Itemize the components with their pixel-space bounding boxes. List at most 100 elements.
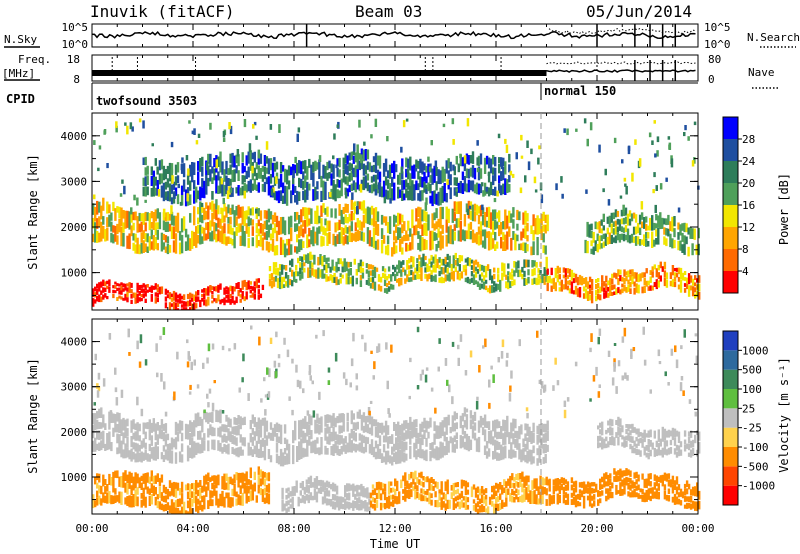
nave-line [546,61,696,65]
scatter-cell [172,181,176,190]
scatter-cell [170,169,174,178]
scatter-cell [251,436,254,446]
scatter-cell [177,183,180,189]
scatter-cell [403,452,406,463]
scatter-cell [521,471,524,482]
scatter-band [546,468,701,512]
scatter-cell [199,480,202,488]
scatter-cell [613,284,616,290]
scatter-cell [383,273,387,280]
scatter-cell [148,419,151,430]
scatter-cell [655,449,658,457]
scatter-cell [225,414,228,422]
scatter-cell [340,446,343,455]
scatter-cell [679,488,683,497]
scatter-cell [337,258,340,265]
scatter-cell [106,280,109,285]
scatter-cell [635,283,638,293]
scatter-cell [617,360,621,367]
scatter-cell [430,261,433,268]
scatter-cell [191,293,194,298]
scatter-cell [531,480,534,490]
scatter-cell [231,426,234,435]
scatter-cell [94,500,97,508]
scatter-cell [189,194,192,205]
scatter-cell [327,276,330,282]
scatter-cell [497,483,500,493]
scatter-cell [499,493,502,500]
scatter-cell [537,498,540,505]
scatter-cell [410,471,413,479]
scatter-cell [377,343,381,353]
scatter-cell [369,492,373,499]
scatter-cell [235,437,238,446]
scatter-cell [687,285,691,297]
scatter-cell [509,272,512,280]
scatter-cell [332,155,335,160]
scatter-cell [451,229,454,245]
scatter-cell [247,216,250,227]
colorbar-cell [723,227,738,249]
scatter-cell [98,232,101,243]
scatter-cell [431,213,434,229]
scatter-cell [265,167,269,174]
scatter-cell [148,488,151,495]
scatter-cell [576,276,580,286]
scatter-cell [578,482,582,488]
scatter-cell [229,225,232,235]
scatter-cell [602,188,605,193]
scatter-cell [486,264,490,271]
scatter-cell [488,496,492,505]
scatter-cell [478,498,482,504]
scatter-cell [112,293,115,299]
scatter-cell [297,496,300,507]
scatter-cell [247,226,250,238]
scatter-cell [126,291,129,298]
scatter-cell [597,442,600,449]
scatter-cell [556,478,559,491]
scatter-cell [142,452,145,461]
scatter-cell [271,214,275,225]
scatter-cell [205,486,208,497]
scatter-cell [369,277,373,283]
scatter-cell [566,268,570,274]
scatter-cell [688,399,692,404]
scatter-cell [508,449,511,459]
scatter-cell [466,118,470,127]
scatter-cell [637,493,640,499]
scatter-cell [130,225,133,237]
scatter-cell [259,153,263,164]
scatter-cell [452,270,455,282]
scatter-cell [106,285,109,290]
scatter-cell [399,425,402,436]
scatter-cell [683,235,686,244]
scatter-cell [401,190,404,201]
scatter-cell [437,191,440,206]
scatter-cell [360,148,364,159]
scatter-cell [459,435,462,449]
scatter-cell [235,491,238,498]
scatter-cell [118,290,121,295]
scatter-cell [694,275,697,280]
scatter-cell [683,132,686,137]
scatter-cell [445,234,448,247]
scatter-cell [453,224,456,231]
scatter-cell [484,279,488,284]
scatter-cell [502,157,505,167]
scatter-cell [500,185,503,196]
scatter-cell [368,506,371,511]
scatter-cell [608,232,611,244]
scatter-cell [339,278,342,284]
scatter-cell [466,276,470,284]
scatter-cell [459,220,462,242]
scatter-cell [340,435,343,444]
scatter-cell [530,431,533,444]
scatter-cell [439,187,442,206]
scatter-cell [391,446,394,455]
scatter-cell [537,268,540,273]
scatter-cell [627,424,630,432]
scatter-cell [343,258,346,273]
scatter-cell [574,480,578,493]
scatter-cell [665,430,669,438]
scatter-cell [446,253,449,260]
